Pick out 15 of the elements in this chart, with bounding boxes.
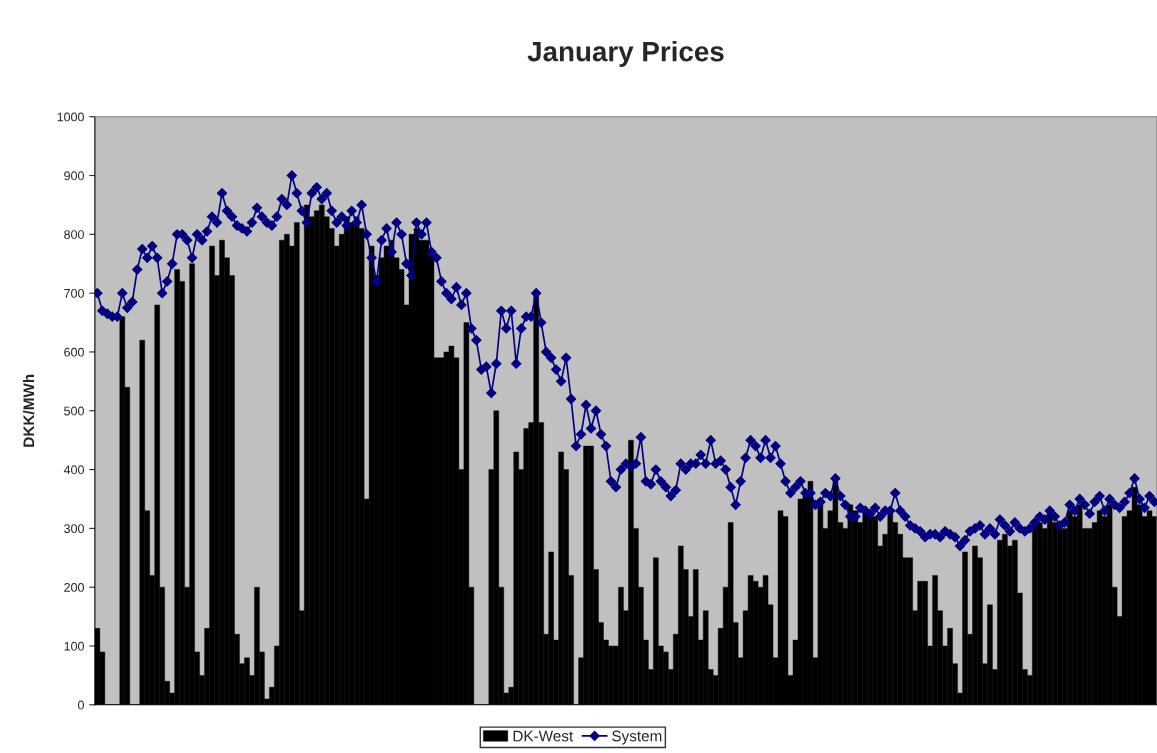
chart-title: January Prices [527,41,724,67]
y-tick-label: 1000 [57,112,84,122]
y-tick-label: 900 [64,171,84,181]
legend-label: DK-West [513,730,574,742]
y-tick-label: 0 [77,700,84,710]
y-tick-label: 300 [64,524,84,534]
y-tick-label: 100 [64,641,84,651]
y-tick-label: 700 [64,288,84,298]
y-tick-label: 800 [64,230,84,239]
y-tick-label: 200 [64,582,84,592]
y-tick-label: 600 [64,347,84,357]
y-axis-title: DKK/MWh [22,374,35,447]
legend-label: System [612,730,662,745]
y-tick-label: 500 [64,406,84,416]
y-tick-label: 400 [63,465,84,475]
